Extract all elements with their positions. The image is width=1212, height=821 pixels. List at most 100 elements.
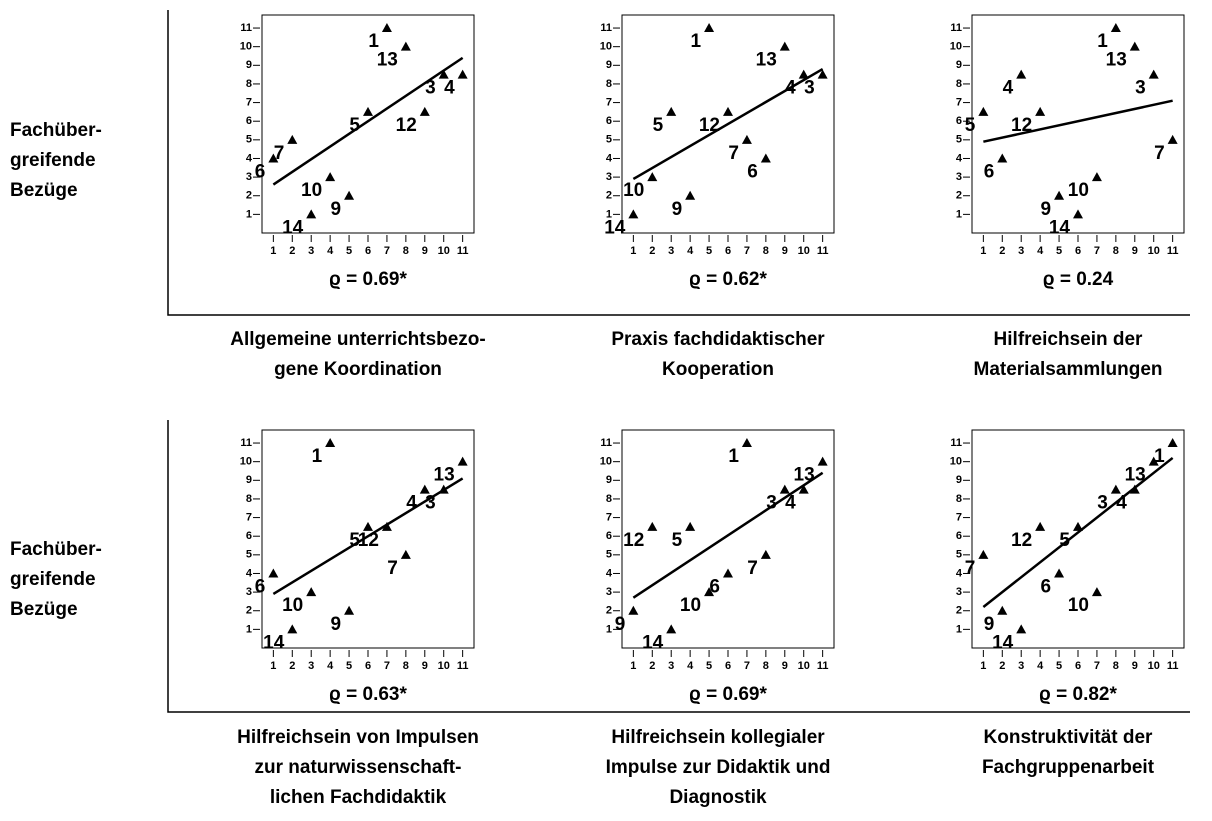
data-point	[741, 134, 752, 144]
row-label: greifende	[10, 569, 96, 590]
plot-frame	[971, 429, 1185, 649]
point-label: 1	[368, 31, 379, 52]
data-point	[1054, 190, 1065, 200]
data-point	[723, 106, 733, 116]
x-tick-label: 10	[798, 245, 810, 257]
data-point	[400, 41, 411, 51]
correlation-annotation: ϱ = 0.62*	[689, 269, 767, 290]
plot-frame	[261, 14, 475, 234]
y-tick-label: 10	[600, 456, 612, 468]
y-tick-label: 9	[606, 59, 612, 71]
x-tick-label: 2	[289, 245, 295, 257]
x-tick-label: 8	[1113, 245, 1119, 257]
data-point	[1129, 41, 1140, 51]
x-tick-label: 6	[1075, 245, 1081, 257]
data-point	[798, 484, 809, 494]
data-point	[268, 568, 279, 578]
y-tick-label: 5	[246, 549, 252, 561]
data-point	[779, 41, 790, 51]
data-point	[1035, 521, 1046, 531]
y-tick-label: 9	[606, 474, 612, 486]
row-label: greifende	[10, 150, 96, 171]
point-label: 14	[992, 632, 1014, 653]
data-point	[1167, 438, 1178, 448]
data-point	[363, 521, 373, 531]
point-label: 7	[1154, 143, 1165, 164]
y-tick-label: 2	[246, 605, 252, 617]
y-tick-label: 6	[956, 115, 962, 127]
point-label: 10	[1068, 595, 1089, 616]
y-tick-label: 10	[950, 41, 962, 53]
x-axis-label: Hilfreichsein von Impulsen	[237, 727, 479, 748]
y-tick-label: 7	[606, 511, 612, 523]
x-axis-label: gene Koordination	[274, 359, 442, 380]
x-tick-label: 2	[999, 245, 1005, 257]
data-point	[817, 456, 828, 466]
point-label: 7	[965, 558, 976, 579]
y-tick-label: 4	[956, 152, 963, 164]
x-tick-label: 2	[999, 660, 1005, 672]
data-point	[287, 624, 298, 634]
x-tick-label: 7	[1094, 245, 1100, 257]
point-label: 14	[1049, 217, 1071, 238]
x-tick-label: 3	[308, 245, 314, 257]
data-point	[760, 153, 771, 163]
point-label: 7	[274, 143, 285, 164]
point-label: 4	[406, 493, 417, 514]
y-tick-label: 7	[956, 96, 962, 108]
y-tick-label: 5	[606, 134, 612, 146]
x-tick-label: 9	[422, 660, 428, 672]
point-label: 9	[330, 614, 341, 635]
data-point	[344, 190, 355, 200]
x-tick-label: 11	[457, 660, 469, 672]
regression-line	[632, 67, 824, 181]
x-tick-label: 8	[763, 245, 769, 257]
point-label: 6	[255, 161, 266, 182]
data-point	[1073, 521, 1083, 531]
data-point	[685, 521, 696, 531]
y-tick-label: 8	[606, 78, 612, 90]
x-tick-label: 9	[782, 660, 788, 672]
data-point	[978, 106, 989, 116]
x-axis-label: Hilfreichsein kollegialer	[611, 727, 825, 748]
data-point	[1035, 106, 1046, 116]
point-label: 3	[425, 78, 436, 99]
point-label: 5	[349, 115, 360, 136]
x-tick-label: 2	[289, 660, 295, 672]
data-point	[760, 549, 771, 559]
y-tick-label: 4	[246, 567, 253, 579]
x-tick-label: 6	[725, 660, 731, 672]
point-label: 13	[756, 50, 777, 71]
correlation-annotation: ϱ = 0.63*	[329, 684, 407, 705]
data-point	[1016, 69, 1027, 79]
point-label: 3	[425, 493, 436, 514]
data-point	[1148, 69, 1159, 79]
x-tick-label: 8	[403, 245, 409, 257]
x-tick-label: 7	[744, 245, 750, 257]
point-label: 12	[1011, 115, 1032, 136]
regression-line	[982, 456, 1174, 608]
y-tick-label: 2	[246, 190, 252, 202]
data-point	[287, 134, 298, 144]
x-tick-label: 5	[706, 245, 712, 257]
data-point	[628, 605, 639, 615]
point-label: 13	[434, 465, 455, 486]
point-label: 5	[672, 530, 683, 551]
x-axis-label: Fachgruppenarbeit	[982, 757, 1155, 778]
y-tick-label: 5	[956, 134, 962, 146]
data-point	[1110, 23, 1121, 33]
regression-line	[272, 56, 464, 186]
data-point	[381, 23, 392, 33]
point-label: 5	[1059, 530, 1070, 551]
y-tick-label: 8	[956, 493, 962, 505]
x-tick-label: 7	[744, 660, 750, 672]
row-label: Fachüber-	[10, 539, 102, 560]
y-tick-label: 10	[600, 41, 612, 53]
x-tick-label: 8	[763, 660, 769, 672]
x-tick-label: 11	[457, 245, 469, 257]
x-tick-label: 5	[1056, 245, 1062, 257]
row-frame	[167, 420, 1190, 713]
y-tick-label: 10	[240, 41, 252, 53]
y-tick-label: 1	[246, 208, 252, 220]
y-tick-label: 6	[606, 530, 612, 542]
